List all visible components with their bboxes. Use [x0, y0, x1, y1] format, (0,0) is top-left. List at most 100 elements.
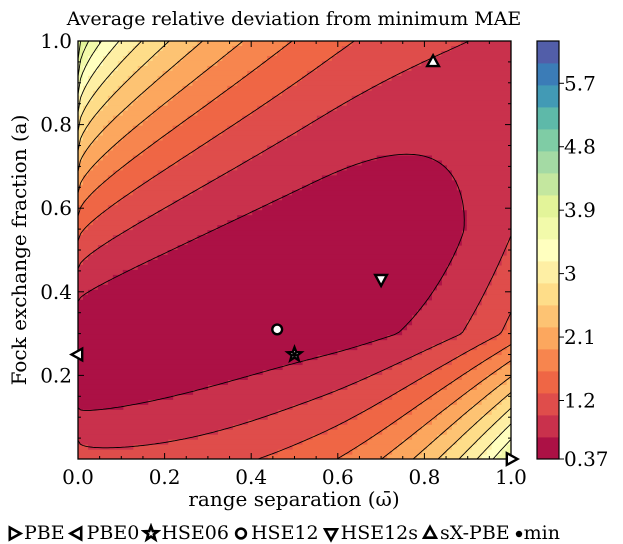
- legend-label: sX-PBE: [440, 521, 510, 544]
- colorbar-tick-label: 3.9: [564, 198, 596, 222]
- colorbar-band: [537, 261, 559, 284]
- x-tick-label: 0.0: [62, 465, 94, 489]
- colorbar-band: [537, 217, 559, 240]
- colorbar-band: [537, 41, 559, 64]
- colorbar-band: [537, 393, 559, 416]
- contour-line-6: [78, 41, 511, 459]
- contour-chart: Average relative deviation from minimum …: [7, 8, 609, 511]
- legend-triangle-right-icon: [8, 524, 24, 542]
- contour-band-1: [78, 41, 511, 450]
- colorbar-tick-label: 5.7: [564, 71, 596, 95]
- legend-item-hse12: HSE12: [231, 521, 319, 544]
- legend-star-icon: [140, 522, 162, 542]
- colorbar-band: [537, 173, 559, 196]
- marker-hse12: [271, 323, 284, 336]
- colorbar-band: [537, 283, 559, 306]
- colorbar-band: [537, 305, 559, 328]
- contour-line-3: [78, 41, 511, 459]
- legend-symbol: [421, 523, 439, 539]
- legend-label: HSE12s: [340, 521, 419, 544]
- contour-line-4: [78, 41, 511, 459]
- x-axis-label: range separation (ω̄): [188, 487, 399, 511]
- contour-line-9: [78, 41, 511, 459]
- colorbar-band: [537, 371, 559, 394]
- colorbar-tick-label: 3: [564, 262, 577, 286]
- legend-symbol: [515, 530, 522, 537]
- colorbar-band: [537, 415, 559, 438]
- y-tick-label: 0.2: [40, 363, 72, 387]
- contour-band-0: [78, 155, 467, 410]
- legend-label: PBE: [24, 521, 65, 544]
- x-tick-label: 0.6: [322, 465, 354, 489]
- contour-line-5: [78, 41, 511, 459]
- colorbar-band: [537, 129, 559, 152]
- colorbar-band: [537, 63, 559, 86]
- y-tick-label: 1.0: [40, 29, 72, 53]
- colorbar: [536, 40, 564, 460]
- marker-pbe0: [69, 346, 84, 363]
- y-tick-label: 0.6: [40, 196, 72, 220]
- contour-band-4: [78, 41, 511, 459]
- legend-item-min: min: [512, 521, 560, 544]
- legend-item-hse06: HSE06: [140, 521, 229, 544]
- legend-triangle-up-icon: [421, 523, 439, 539]
- legend-label: HSE12: [250, 521, 319, 544]
- legend-triangle-down-icon: [322, 527, 339, 543]
- legend-symbol: [140, 522, 162, 542]
- contour-band-8: [78, 41, 511, 459]
- contour-band-7: [78, 41, 511, 459]
- colorbar-band: [537, 151, 559, 174]
- marker-pbe: [505, 451, 520, 467]
- chart-title: Average relative deviation from minimum …: [66, 8, 522, 30]
- contour-line-7: [78, 41, 511, 459]
- contour-fills: [78, 41, 511, 459]
- legend-symbol: [8, 524, 24, 542]
- marker-hse12s: [373, 273, 389, 289]
- colorbar-band: [537, 239, 559, 262]
- colorbar-band: [537, 327, 559, 350]
- legend-item-sx-pbe: sX-PBE: [420, 521, 510, 544]
- legend-symbol: [234, 526, 248, 540]
- marker-sx-pbe: [425, 52, 441, 68]
- contour-band-3: [78, 41, 511, 459]
- marker-min: [292, 352, 297, 357]
- contour-band-6: [78, 41, 511, 459]
- legend-label: HSE06: [161, 521, 229, 544]
- y-axis-label: Fock exchange fraction (a): [7, 115, 31, 386]
- contour-band-2: [78, 41, 511, 459]
- colorbar-tick-label: 1.2: [564, 388, 596, 412]
- legend-label: PBE0: [86, 521, 140, 544]
- colorbar-tick-labels: 0.37 1.2 2.1 3 3.9 4.8 5.7: [564, 71, 609, 471]
- colorbar-band: [537, 349, 559, 372]
- legend-item-pbe: PBE: [4, 521, 65, 544]
- colorbar-band: [537, 107, 559, 130]
- contour-line-2: [78, 41, 511, 449]
- marker-legend: PBE PBE0 HSE06 HSE12 HSE12s sX-PBE min: [4, 520, 623, 544]
- reference-markers: [69, 52, 520, 467]
- x-tick-labels: 0.0 0.2 0.4 0.6 0.8 1.0: [62, 465, 527, 489]
- colorbar-band: [537, 195, 559, 218]
- y-tick-label: 0.8: [40, 113, 72, 137]
- x-tick-label: 1.0: [495, 465, 527, 489]
- colorbar-band: [537, 85, 559, 108]
- contour-band-5: [78, 41, 511, 459]
- colorbar-band: [537, 437, 559, 460]
- y-tick-label: 0.4: [40, 280, 72, 304]
- legend-triangle-left-icon: [67, 524, 83, 542]
- contour-line-8: [78, 41, 511, 459]
- colorbar-tick-label: 2.1: [564, 325, 596, 349]
- legend-label: min: [523, 521, 560, 544]
- x-tick-label: 0.2: [149, 465, 181, 489]
- y-tick-labels: 0.2 0.4 0.6 0.8 1.0: [40, 29, 72, 387]
- colorbar-frame: [536, 40, 560, 460]
- colorbar-tick-label: 0.37: [564, 447, 609, 471]
- legend-item-hse12s: HSE12s: [321, 521, 418, 544]
- legend-circle-icon: [234, 526, 248, 540]
- contour-lines: [78, 41, 511, 459]
- colorbar-tick-label: 4.8: [564, 135, 596, 159]
- x-tick-label: 0.4: [235, 465, 267, 489]
- legend-symbol: [67, 524, 83, 542]
- legend-item-pbe0: PBE0: [67, 521, 140, 544]
- legend-symbol: [322, 527, 339, 543]
- x-tick-label: 0.8: [408, 465, 440, 489]
